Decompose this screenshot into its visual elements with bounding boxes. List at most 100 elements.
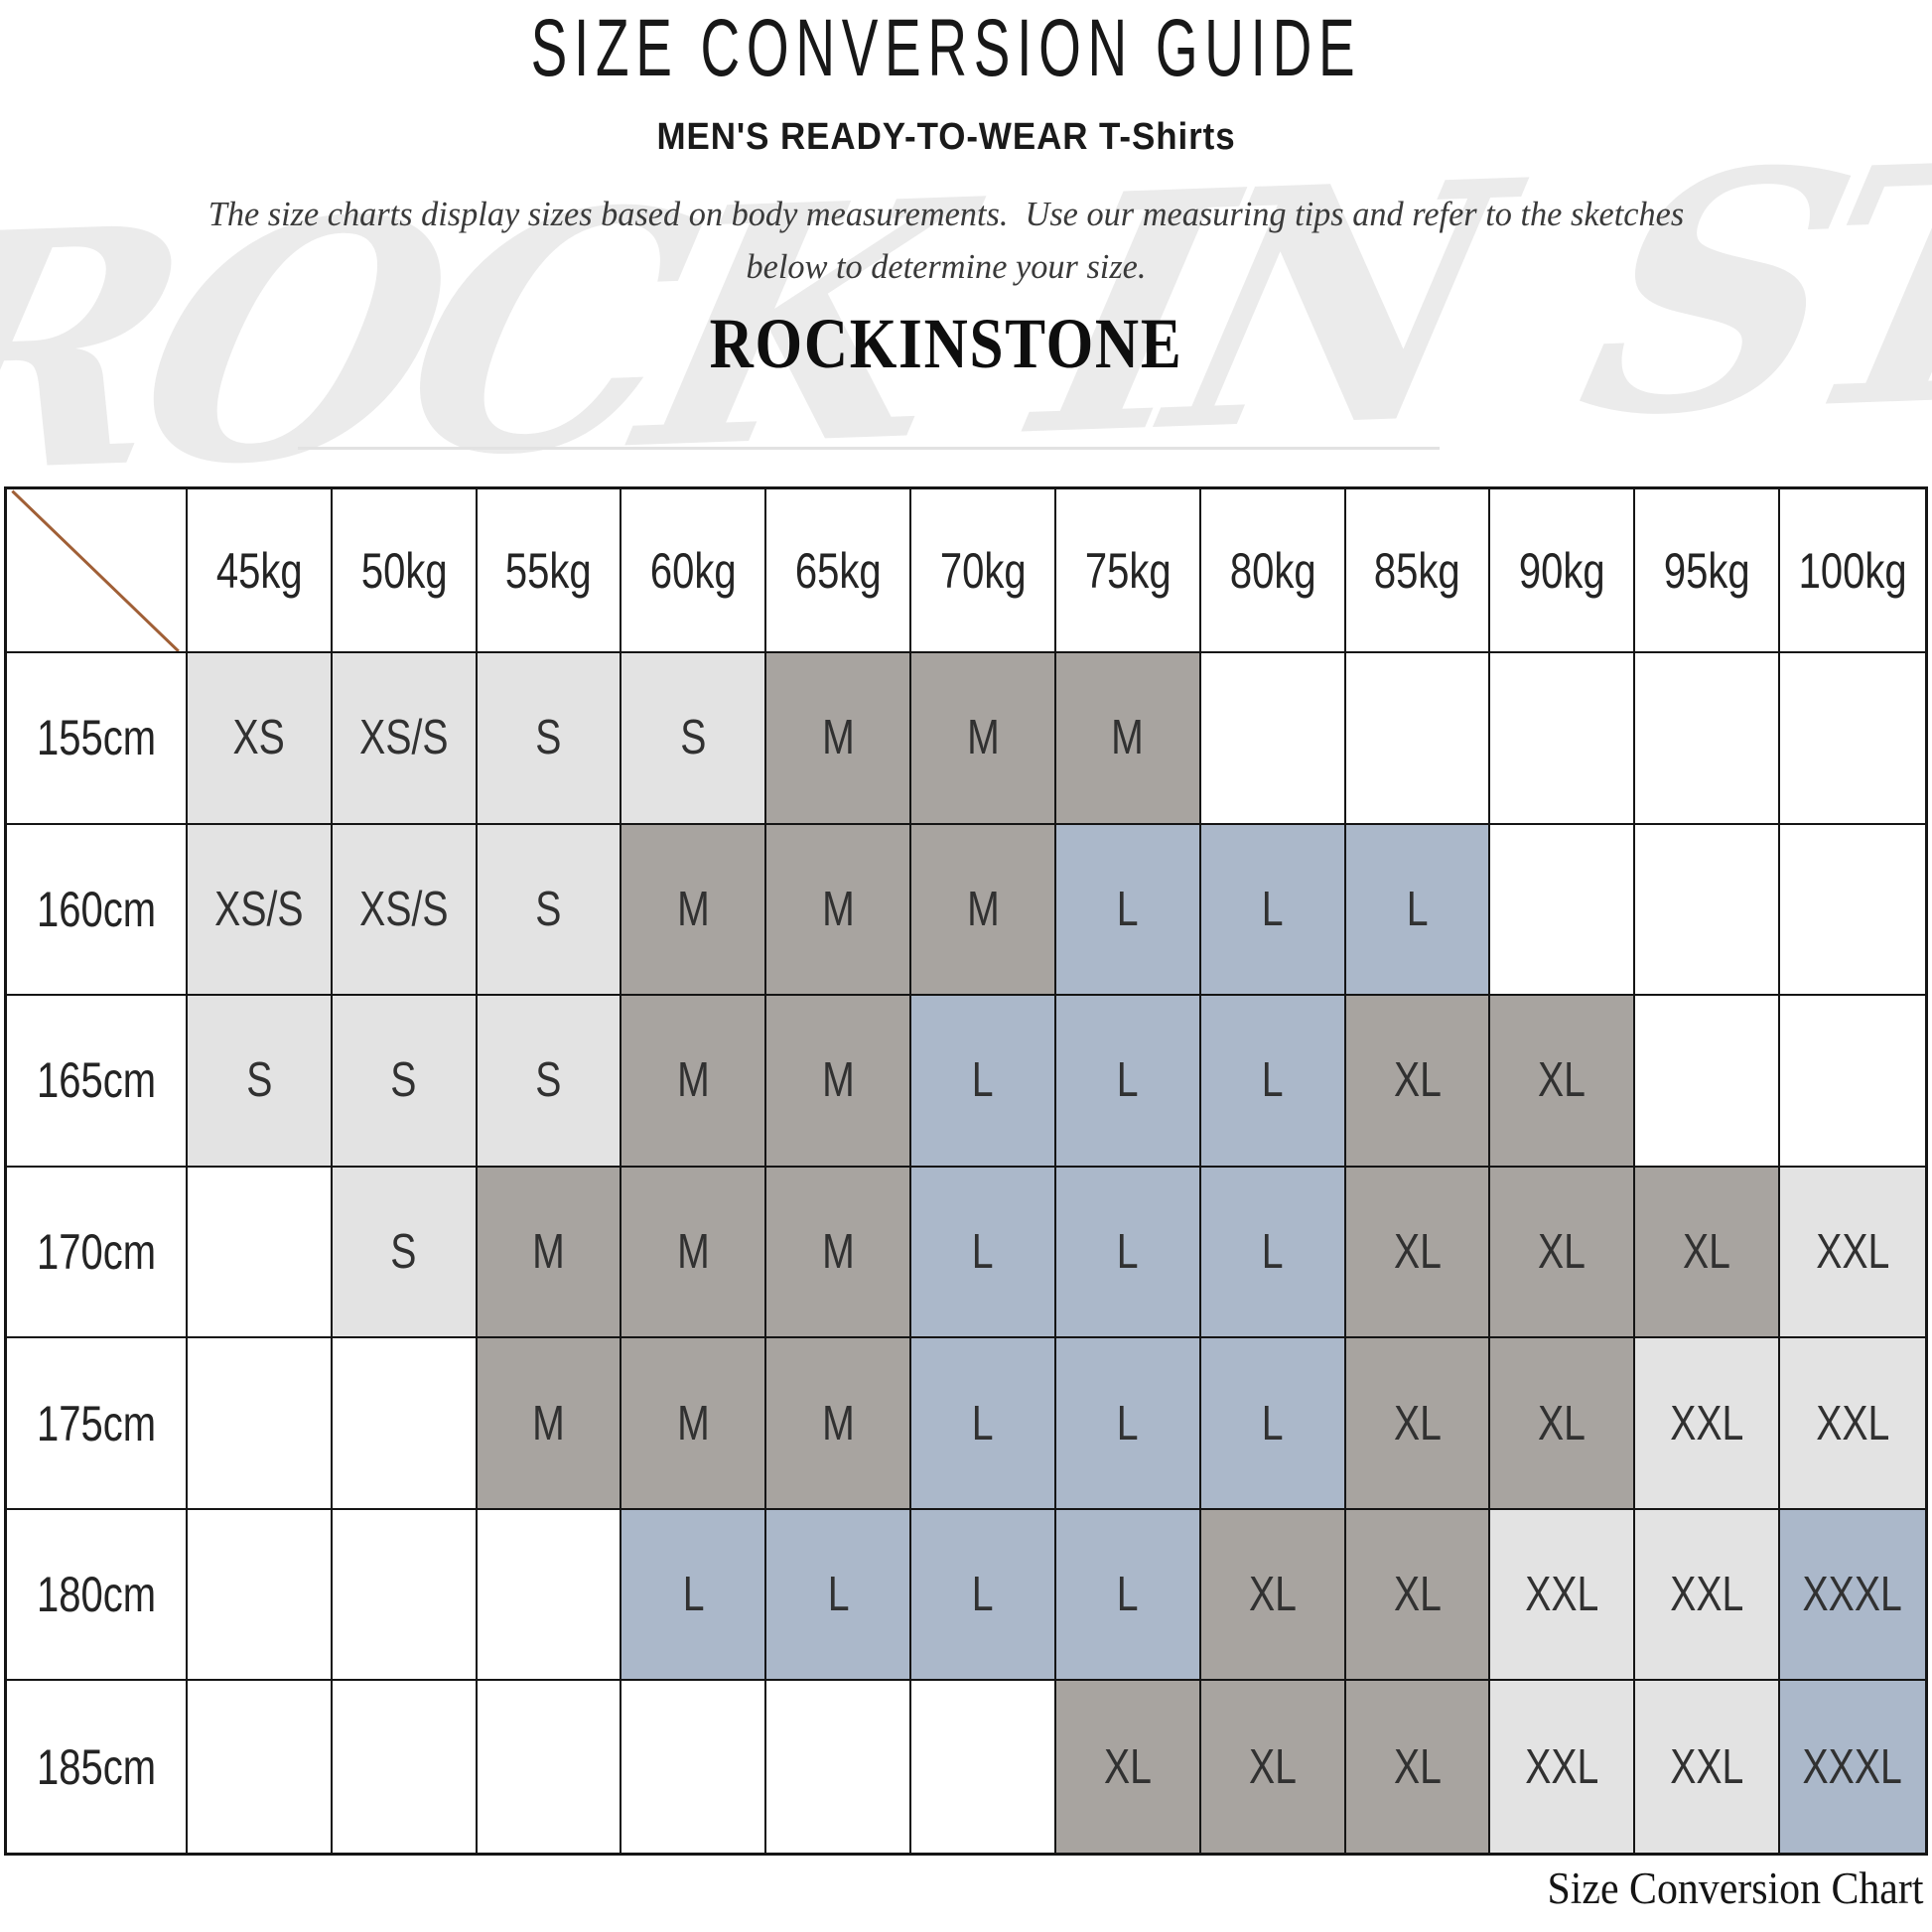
cell-text: XXL bbox=[1670, 1396, 1744, 1450]
size-cell-170cm-60kg: M bbox=[621, 1167, 767, 1339]
size-cell-165cm-75kg: L bbox=[1055, 996, 1201, 1168]
cell-text: XXL bbox=[1670, 1568, 1744, 1622]
brand-title: ROCKINSTONE bbox=[709, 304, 1183, 383]
cell-text: L bbox=[1261, 1053, 1284, 1108]
size-cell-160cm-90kg bbox=[1490, 824, 1636, 997]
cell-text: XL bbox=[1248, 1739, 1297, 1794]
cell-text: L bbox=[972, 1396, 994, 1450]
cell-text: 85kg bbox=[1374, 542, 1460, 599]
size-cell-180cm-70kg: L bbox=[911, 1509, 1056, 1682]
cell-text: 70kg bbox=[939, 542, 1027, 599]
weight-header-65kg: 65kg bbox=[766, 489, 912, 653]
cell-text: XS/S bbox=[359, 711, 449, 765]
weight-header-85kg: 85kg bbox=[1345, 489, 1491, 653]
cell-text: S bbox=[390, 1053, 417, 1108]
size-cell-160cm-95kg bbox=[1635, 824, 1781, 997]
size-cell-175cm-95kg: XXL bbox=[1635, 1338, 1781, 1510]
cell-text: XL bbox=[1393, 1053, 1442, 1108]
size-cell-160cm-100kg bbox=[1780, 824, 1925, 997]
size-cell-175cm-100kg: XXL bbox=[1780, 1338, 1925, 1510]
size-cell-155cm-75kg: M bbox=[1055, 653, 1201, 825]
cell-text: L bbox=[1261, 882, 1284, 936]
size-cell-175cm-85kg: XL bbox=[1345, 1338, 1491, 1510]
cell-text: M bbox=[966, 711, 1000, 765]
cell-text: M bbox=[821, 1224, 855, 1279]
weight-header-60kg: 60kg bbox=[621, 489, 767, 653]
cell-text: L bbox=[1116, 1053, 1139, 1108]
page-title: SIZE CONVERSION GUIDE bbox=[530, 3, 1362, 93]
size-cell-165cm-95kg bbox=[1635, 996, 1781, 1168]
size-cell-175cm-65kg: M bbox=[766, 1338, 912, 1510]
size-cell-160cm-55kg: S bbox=[477, 824, 622, 997]
size-cell-180cm-90kg: XXL bbox=[1490, 1509, 1636, 1682]
size-cell-175cm-45kg bbox=[188, 1338, 333, 1510]
cell-text: M bbox=[1111, 711, 1145, 765]
cell-text: M bbox=[677, 1224, 710, 1279]
size-cell-170cm-55kg: M bbox=[477, 1167, 622, 1339]
cell-text: S bbox=[245, 1053, 272, 1108]
cell-text: L bbox=[682, 1568, 705, 1622]
cell-text: XS bbox=[232, 711, 286, 765]
cell-text: 175cm bbox=[36, 1395, 157, 1451]
weight-header-100kg: 100kg bbox=[1780, 489, 1925, 653]
cell-text: XXL bbox=[1525, 1568, 1599, 1622]
size-cell-185cm-85kg: XL bbox=[1345, 1681, 1491, 1853]
cell-text: XXXL bbox=[1802, 1739, 1903, 1794]
size-cell-165cm-90kg: XL bbox=[1490, 996, 1636, 1168]
cell-text: XL bbox=[1538, 1053, 1587, 1108]
size-cell-160cm-80kg: L bbox=[1200, 824, 1346, 997]
size-cell-185cm-55kg bbox=[477, 1681, 622, 1853]
cell-text: 55kg bbox=[505, 542, 592, 599]
cell-text: XXL bbox=[1670, 1739, 1744, 1794]
size-cell-160cm-50kg: XS/S bbox=[332, 824, 478, 997]
cell-text: XL bbox=[1683, 1224, 1731, 1279]
size-cell-175cm-80kg: L bbox=[1200, 1338, 1346, 1510]
cell-text: XXL bbox=[1816, 1224, 1890, 1279]
cell-text: 60kg bbox=[650, 542, 737, 599]
size-cell-160cm-70kg: M bbox=[911, 824, 1056, 997]
cell-text: 180cm bbox=[36, 1567, 157, 1623]
size-cell-180cm-50kg bbox=[332, 1509, 478, 1682]
cell-text: 170cm bbox=[36, 1223, 157, 1280]
weight-header-50kg: 50kg bbox=[332, 489, 478, 653]
height-label-160cm: 160cm bbox=[7, 824, 188, 997]
cell-text: XS/S bbox=[359, 882, 449, 936]
weight-header-45kg: 45kg bbox=[188, 489, 333, 653]
cell-text: XL bbox=[1103, 1739, 1152, 1794]
cell-text: XL bbox=[1393, 1739, 1442, 1794]
size-cell-170cm-80kg: L bbox=[1200, 1167, 1346, 1339]
size-cell-185cm-100kg: XXXL bbox=[1780, 1681, 1925, 1853]
cell-text: 80kg bbox=[1229, 542, 1316, 599]
size-cell-175cm-60kg: M bbox=[621, 1338, 767, 1510]
size-cell-160cm-75kg: L bbox=[1055, 824, 1201, 997]
size-cell-165cm-45kg: S bbox=[188, 996, 333, 1168]
size-cell-165cm-80kg: L bbox=[1200, 996, 1346, 1168]
weight-header-55kg: 55kg bbox=[477, 489, 622, 653]
size-cell-170cm-85kg: XL bbox=[1345, 1167, 1491, 1339]
cell-text: L bbox=[1406, 882, 1429, 936]
size-cell-165cm-55kg: S bbox=[477, 996, 622, 1168]
size-cell-155cm-65kg: M bbox=[766, 653, 912, 825]
cell-text: L bbox=[1116, 882, 1139, 936]
cell-text: M bbox=[966, 882, 1000, 936]
cell-text: M bbox=[821, 882, 855, 936]
size-cell-180cm-85kg: XL bbox=[1345, 1509, 1491, 1682]
cell-text: L bbox=[1116, 1224, 1139, 1279]
size-cell-180cm-75kg: L bbox=[1055, 1509, 1201, 1682]
size-cell-175cm-55kg: M bbox=[477, 1338, 622, 1510]
size-cell-175cm-75kg: L bbox=[1055, 1338, 1201, 1510]
weight-header-75kg: 75kg bbox=[1055, 489, 1201, 653]
size-cell-170cm-75kg: L bbox=[1055, 1167, 1201, 1339]
size-cell-155cm-80kg bbox=[1200, 653, 1346, 825]
cell-text: 45kg bbox=[215, 542, 303, 599]
cell-text: L bbox=[827, 1568, 850, 1622]
height-label-155cm: 155cm bbox=[7, 653, 188, 825]
size-cell-170cm-65kg: M bbox=[766, 1167, 912, 1339]
cell-text: L bbox=[1116, 1568, 1139, 1622]
cell-text: S bbox=[535, 1053, 562, 1108]
size-cell-170cm-100kg: XXL bbox=[1780, 1167, 1925, 1339]
cell-text: XL bbox=[1393, 1396, 1442, 1450]
cell-text: M bbox=[532, 1396, 565, 1450]
size-cell-185cm-60kg bbox=[621, 1681, 767, 1853]
size-cell-155cm-50kg: XS/S bbox=[332, 653, 478, 825]
